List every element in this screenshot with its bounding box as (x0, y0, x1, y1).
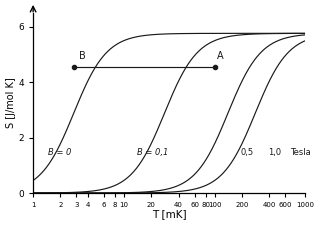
Text: 0,5: 0,5 (241, 148, 254, 157)
Text: A: A (217, 51, 223, 61)
Text: B = 0,1: B = 0,1 (137, 148, 169, 157)
X-axis label: T [mK]: T [mK] (152, 209, 187, 219)
Y-axis label: S [J/mol K]: S [J/mol K] (5, 78, 16, 128)
Text: Tesla: Tesla (290, 148, 311, 157)
Text: B: B (79, 51, 86, 61)
Text: 1,0: 1,0 (268, 148, 282, 157)
Text: B = 0: B = 0 (48, 148, 71, 157)
